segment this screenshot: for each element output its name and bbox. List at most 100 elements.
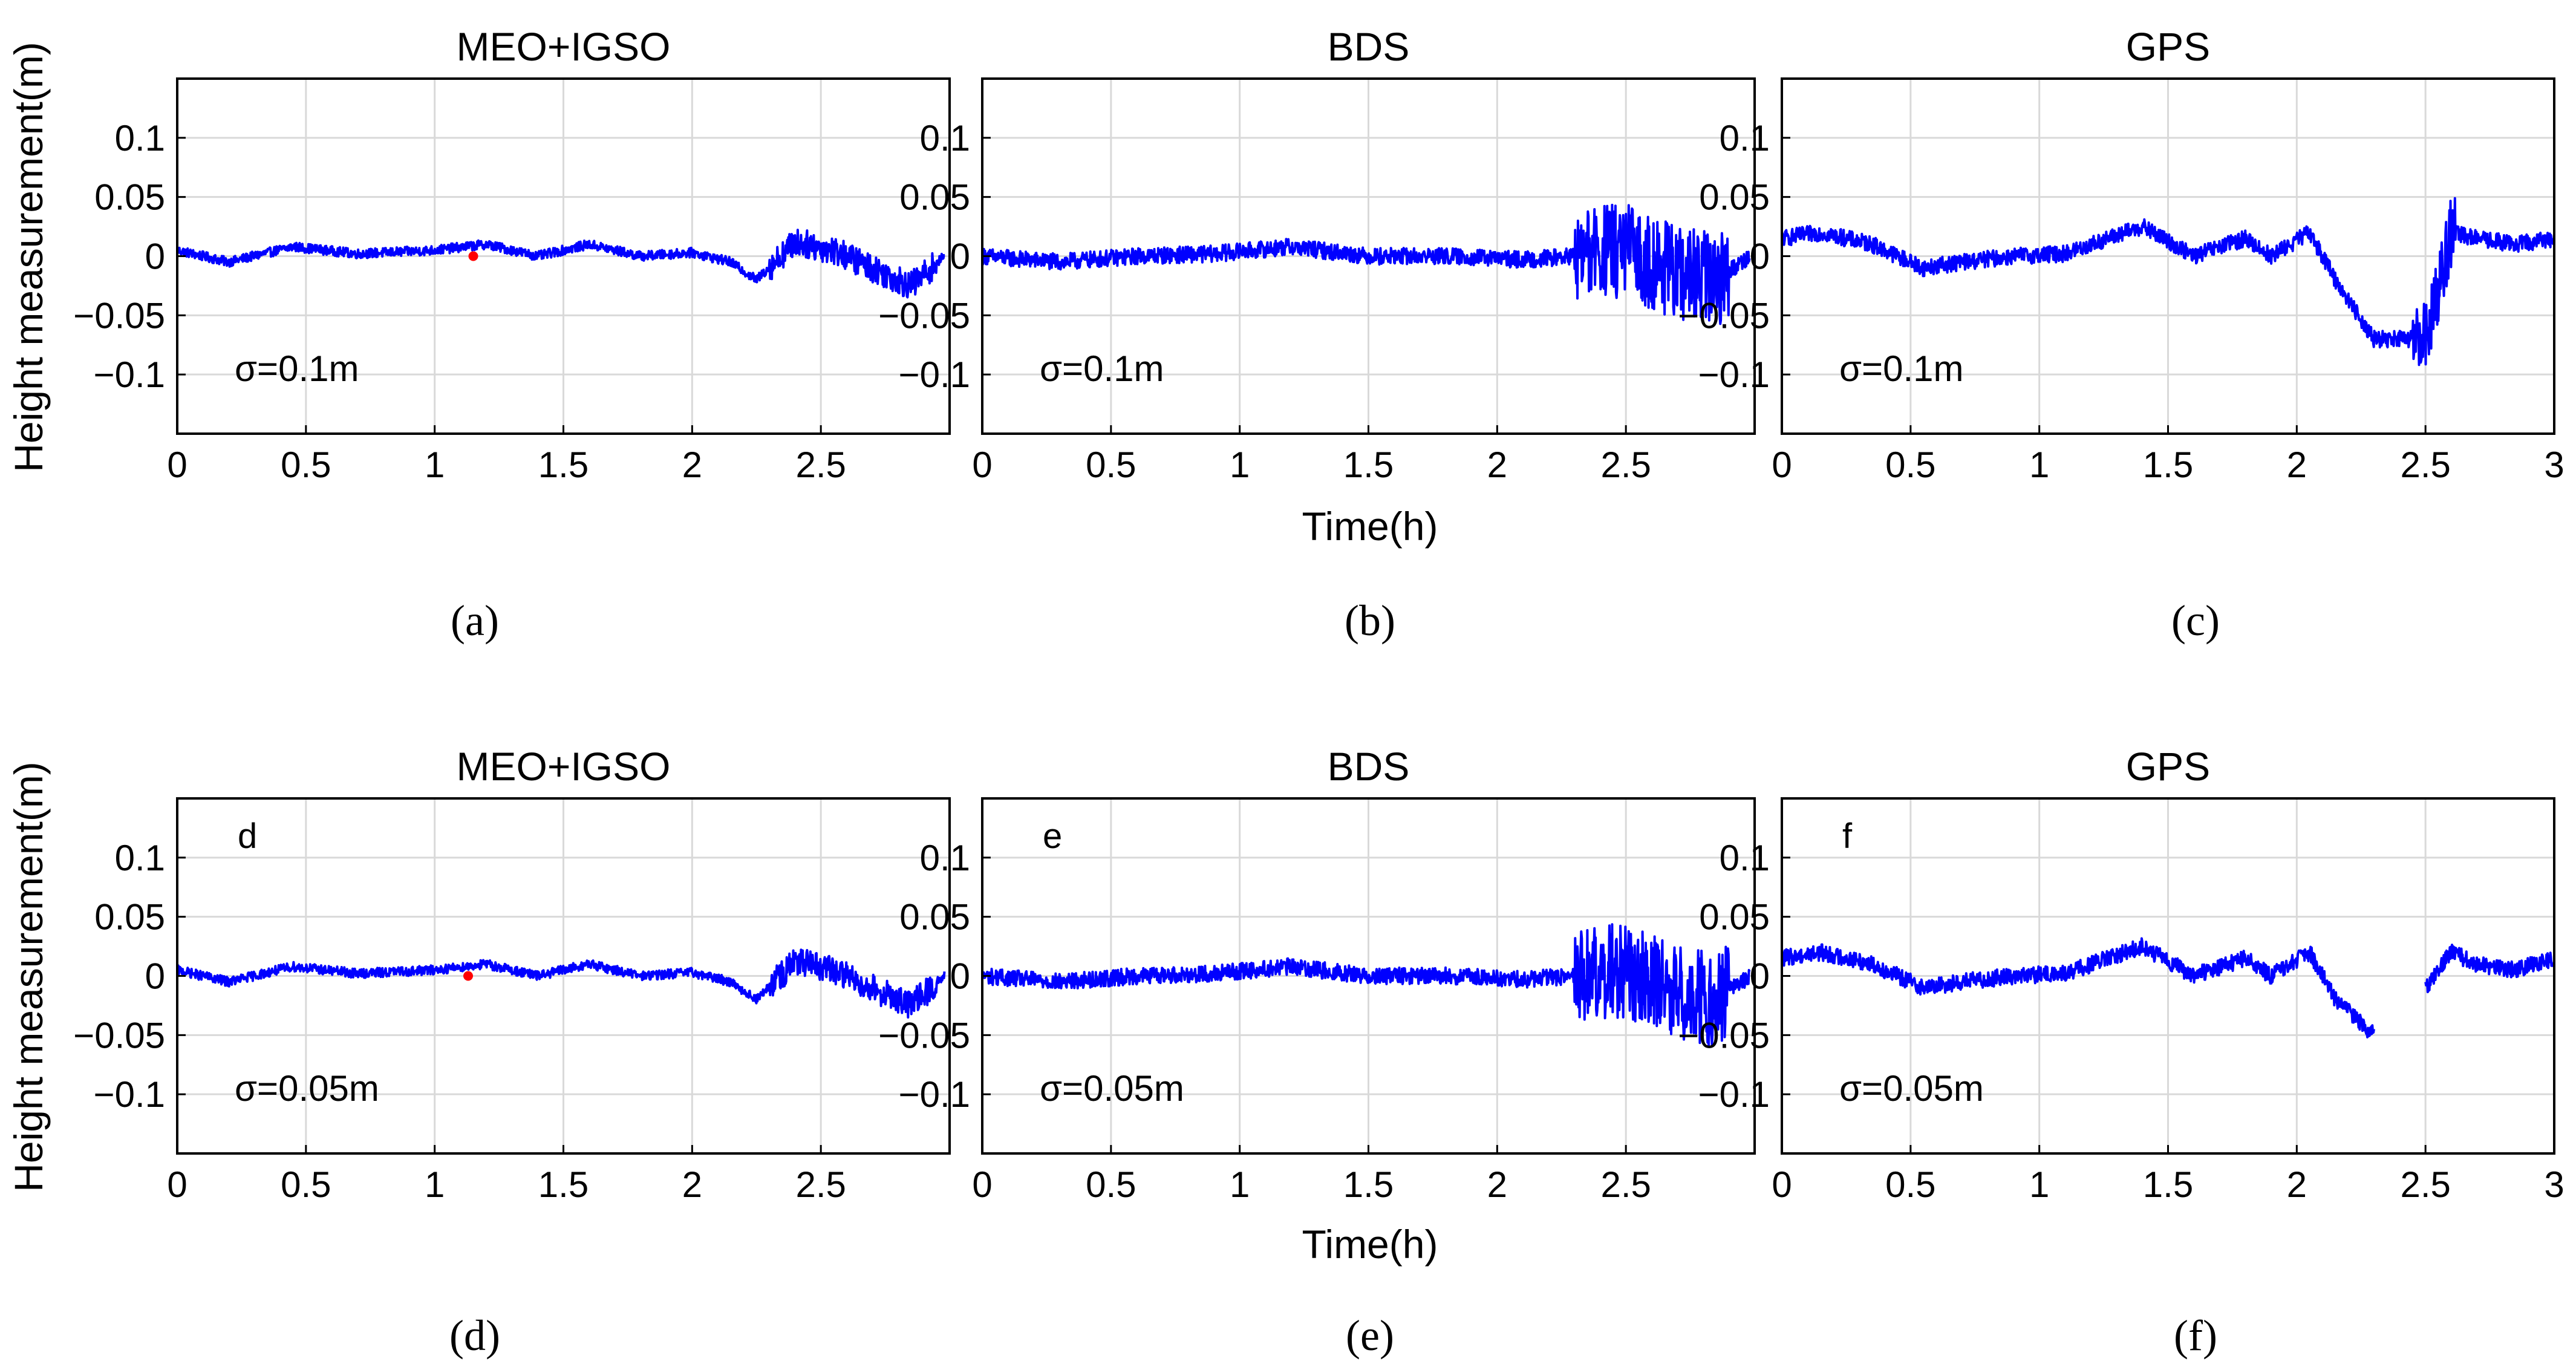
y-tick-label: 0: [1750, 236, 1770, 277]
sigma-annotation: σ=0.1m: [235, 348, 359, 389]
x-tick-label: 1.5: [2143, 1164, 2193, 1205]
y-tick-label: −0.05: [878, 1015, 970, 1055]
panel-letter: f: [1842, 817, 1853, 856]
x-tick-label: 0.5: [1086, 1164, 1136, 1205]
chart-title: BDS: [1328, 24, 1410, 69]
y-tick-label: −0.05: [73, 295, 165, 336]
chart-panel-e: 0 0.5 1 1.5 2 2.5 0.1 0.05 0 −0.05 −0.1 BDS σ=0.05m e: [878, 744, 1756, 1205]
panel-letter: e: [1043, 817, 1062, 856]
sigma-annotation: σ=0.05m: [1839, 1068, 1984, 1109]
chart-title: MEO+IGSO: [457, 744, 671, 789]
x-tick-label: 0: [1772, 445, 1792, 485]
x-tick-label: 1: [1230, 445, 1250, 485]
x-axis-label-top: Time(h): [1302, 504, 1438, 549]
y-tick-label: 0.05: [94, 897, 165, 938]
x-tick-label: 1: [1230, 1164, 1250, 1205]
y-tick-label: −0.05: [1678, 295, 1770, 336]
y-axis-label-bottom: Height measurement(m): [6, 762, 51, 1192]
x-tick-label: 2: [2287, 445, 2307, 485]
y-tick-label: 0: [1750, 956, 1770, 997]
series-line-c-0: [1781, 197, 2555, 367]
x-tick-label: 1.5: [2143, 445, 2193, 485]
y-tick-label: −0.05: [73, 1015, 165, 1055]
y-tick-label: −0.05: [1678, 1015, 1770, 1055]
series-line-d-0: [176, 948, 946, 1019]
data-point-marker: [463, 971, 474, 981]
x-tick-label: 1.5: [1343, 1164, 1394, 1205]
y-tick-label: 0.1: [115, 118, 165, 158]
x-tick-label: 1: [425, 445, 445, 485]
x-tick-label: 0.5: [1885, 445, 1935, 485]
x-tick-label: 1.5: [538, 445, 589, 485]
y-tick-label: 0.1: [920, 838, 970, 878]
chart-panel-c: 0 0.5 1 1.5 2 2.5 3 0.1 0.05 0 −0.05 −0.1 GPS σ=0.1m: [1678, 24, 2565, 485]
y-tick-label: −0.1: [1698, 354, 1770, 395]
y-tick-label: 0.1: [115, 838, 165, 878]
y-tick-label: 0.05: [1699, 177, 1770, 218]
x-tick-label: 2: [682, 1164, 702, 1205]
x-tick-label: 2: [2287, 1164, 2307, 1205]
x-tick-label: 2: [1487, 1164, 1507, 1205]
y-axis-label-top: Height measurement(m): [6, 42, 51, 472]
y-tick-label: −0.1: [94, 354, 165, 395]
sigma-annotation: σ=0.1m: [1839, 348, 1963, 389]
y-tick-label: 0.05: [899, 897, 970, 938]
x-tick-label: 2.5: [2400, 1164, 2450, 1205]
x-tick-label: 1.5: [1343, 445, 1394, 485]
data-point-marker: [468, 251, 478, 261]
x-tick-label: 2.5: [795, 445, 846, 485]
sigma-annotation: σ=0.05m: [1040, 1068, 1184, 1109]
x-tick-label: 1: [2029, 1164, 2049, 1205]
x-tick-label: 2.5: [795, 1164, 846, 1205]
series-line-f-0: [1781, 937, 2375, 1039]
x-tick-label: 3: [2544, 1164, 2564, 1205]
y-tick-label: −0.1: [899, 1074, 970, 1115]
x-tick-label: 0: [167, 445, 187, 485]
chart-title: GPS: [2126, 24, 2210, 69]
x-tick-label: 2: [682, 445, 702, 485]
x-axis-label-bottom: Time(h): [1302, 1222, 1438, 1267]
x-tick-label: 1: [425, 1164, 445, 1205]
chart-panel-a: 0 0.5 1 1.5 2 2.5 0.1 0.05 0 −0.05 −0.1 MEO+IGSO σ=0…: [73, 24, 951, 485]
x-tick-label: 2: [1487, 445, 1507, 485]
panel-letter: d: [238, 817, 257, 856]
chart-title: BDS: [1328, 744, 1410, 789]
y-tick-label: −0.05: [878, 295, 970, 336]
chart-title: MEO+IGSO: [457, 24, 671, 69]
caption-c: (c): [2171, 596, 2220, 645]
caption-f: (f): [2174, 1311, 2217, 1360]
x-tick-label: 0: [972, 1164, 992, 1205]
caption-a: (a): [451, 596, 499, 645]
sigma-annotation: σ=0.05m: [235, 1068, 379, 1109]
y-tick-label: 0.05: [1699, 897, 1770, 938]
x-tick-label: 2.5: [1600, 1164, 1651, 1205]
y-tick-label: 0.1: [920, 118, 970, 158]
x-tick-label: 1.5: [538, 1164, 589, 1205]
x-tick-label: 1: [2029, 445, 2049, 485]
chart-panel-d: 0 0.5 1 1.5 2 2.5 0.1 0.05 0 −0.05 −0.1 MEO+IGSO σ=0…: [73, 744, 951, 1205]
x-tick-label: 0: [972, 445, 992, 485]
caption-d: (d): [449, 1311, 500, 1360]
x-tick-label: 0.5: [1086, 445, 1136, 485]
y-tick-label: 0.05: [94, 177, 165, 218]
chart-panels: 0 0.5 1 1.5 2 2.5 0.1 0.05 0 −0.05 −0.1 MEO+IGSO σ=0…: [73, 24, 2565, 1205]
y-tick-label: 0.05: [899, 177, 970, 218]
chart-panel-b: 0 0.5 1 1.5 2 2.5 0.1 0.05 0 −0.05 −0.1 BDS σ=0.1m: [878, 24, 1756, 485]
y-tick-label: −0.1: [94, 1074, 165, 1115]
caption-e: (e): [1346, 1311, 1394, 1360]
y-tick-label: 0.1: [1720, 118, 1770, 158]
chart-panel-f: 0 0.5 1 1.5 2 2.5 3 0.1 0.05 0 −0.05 −0.1 GPS σ=0.05m…: [1678, 744, 2565, 1205]
caption-b: (b): [1345, 596, 1395, 645]
y-tick-label: 0: [145, 956, 165, 997]
x-tick-label: 3: [2544, 445, 2564, 485]
x-tick-label: 2.5: [1600, 445, 1651, 485]
y-tick-label: 0: [145, 236, 165, 277]
series-line-a-0: [176, 229, 945, 299]
y-tick-label: 0.1: [1720, 838, 1770, 878]
sigma-annotation: σ=0.1m: [1040, 348, 1164, 389]
y-tick-label: 0: [950, 956, 970, 997]
y-tick-label: −0.1: [899, 354, 970, 395]
x-tick-label: 0: [167, 1164, 187, 1205]
x-tick-label: 0.5: [281, 445, 331, 485]
